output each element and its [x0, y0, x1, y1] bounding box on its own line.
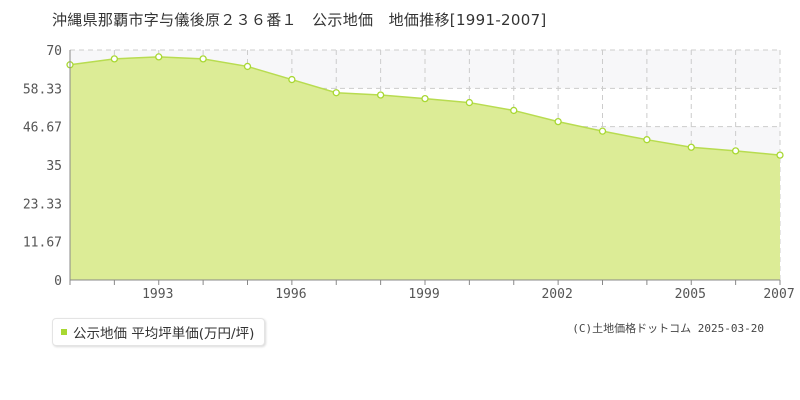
- data-point: [643, 136, 651, 144]
- chart-title: 沖縄県那覇市字与儀後原２３６番１ 公示地価 地価推移[1991-2007]: [52, 11, 547, 29]
- data-point: [554, 117, 562, 126]
- data-point: [465, 98, 474, 107]
- copyright-credit: (C)土地価格ドットコム 2025-03-20: [572, 322, 764, 335]
- y-tick-label: 23.33: [23, 197, 62, 212]
- x-tick-label: 2005: [675, 287, 706, 302]
- data-point: [376, 91, 385, 99]
- area-fill: [70, 56, 780, 281]
- y-tick-labels: 0 11.67 23.33 35 46.67 58.33 70: [23, 44, 62, 289]
- data-point: [288, 75, 296, 84]
- data-markers: [66, 53, 784, 159]
- data-point: [110, 55, 119, 63]
- data-point: [421, 94, 429, 103]
- y-tick-label: 58.33: [23, 82, 62, 97]
- y-tick-label: 70: [46, 44, 62, 59]
- legend-label: 公示地価 平均坪単価(万円/坪): [73, 326, 255, 342]
- data-point: [598, 127, 607, 135]
- x-tick-label: 2007: [763, 287, 794, 302]
- x-tick-label: 1999: [408, 287, 439, 302]
- data-point: [510, 106, 518, 115]
- y-tick-label: 46.67: [23, 121, 62, 136]
- x-tick-label: 1996: [275, 287, 306, 302]
- axes: [69, 50, 781, 285]
- data-point: [155, 53, 163, 61]
- x-tick-label: 1993: [142, 287, 173, 302]
- data-point: [199, 55, 207, 63]
- data-point: [332, 89, 340, 97]
- data-point: [243, 62, 252, 71]
- legend-swatch: [61, 329, 67, 335]
- legend: 公示地価 平均坪単価(万円/坪): [52, 318, 266, 346]
- x-tick-label: 2002: [541, 287, 572, 302]
- data-point: [687, 143, 695, 151]
- x-tick-labels: 1993 1996 1999 2002 2005 2007: [142, 287, 795, 302]
- data-point: [731, 147, 740, 155]
- y-tick-label: 0: [54, 274, 62, 289]
- data-point: [776, 151, 784, 159]
- y-tick-label: 35: [46, 159, 62, 174]
- y-tick-label: 11.67: [23, 236, 62, 251]
